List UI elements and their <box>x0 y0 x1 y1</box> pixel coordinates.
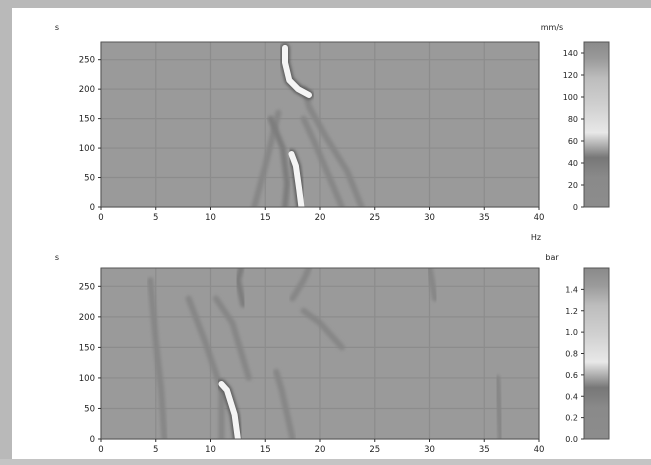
ridge-8 <box>289 268 312 302</box>
x-tick-label: 35 <box>479 445 490 455</box>
x-tick-label: 40 <box>534 213 545 223</box>
ridge-10 <box>426 268 438 302</box>
y-tick-label: 0 <box>90 435 95 445</box>
frame-border-top <box>0 0 651 8</box>
ridge-2 <box>185 295 225 439</box>
y-tick-label: 150 <box>79 115 95 125</box>
y-tick-label: 250 <box>79 56 95 66</box>
ridge-1 <box>147 277 168 439</box>
x-tick-label: 25 <box>369 445 380 455</box>
x-tick-label: 0 <box>98 445 103 455</box>
colorbar-tick-label: 0 <box>573 203 578 212</box>
colorbar-tick-label: 0.0 <box>565 435 578 444</box>
x-tick-label: 10 <box>205 445 216 455</box>
colorbar-tick-label: 100 <box>563 93 578 102</box>
x-tick-label: 20 <box>315 445 326 455</box>
y-unit-label: s <box>55 253 59 262</box>
y-tick-label: 100 <box>79 144 95 154</box>
colorbar-tick-label: 1.2 <box>565 307 578 316</box>
ridge-layer <box>147 268 504 439</box>
ridge-6 <box>300 115 345 207</box>
colorbar-tick-label: 60 <box>568 137 578 146</box>
ridge-9 <box>494 374 504 439</box>
ridge-2 <box>267 115 291 207</box>
x-tick-label: 5 <box>153 445 158 455</box>
ridge-4 <box>213 295 252 381</box>
colorbar-tick-label: 0.8 <box>565 350 578 359</box>
colorbar-tick-label: 40 <box>568 159 578 168</box>
y-tick-label: 250 <box>79 282 95 292</box>
ridge-1 <box>251 109 282 207</box>
x-tick-label: 35 <box>479 213 490 223</box>
y-tick-label: 50 <box>84 404 95 414</box>
ridge-layer <box>251 43 365 207</box>
y-unit-label: s <box>55 23 59 32</box>
colorbar-unit-label: bar <box>545 253 559 262</box>
x-tick-label: 10 <box>205 213 216 223</box>
colorbar-tick-label: 120 <box>563 71 578 80</box>
colorbar <box>583 267 610 440</box>
y-tick-label: 100 <box>79 374 95 384</box>
colorbar-unit-label: mm/s <box>541 23 563 32</box>
x-tick-label: 20 <box>315 213 326 223</box>
colorbar-tick-label: 80 <box>568 115 578 124</box>
colorbar-tick-label: 1.0 <box>565 328 578 337</box>
y-tick-label: 150 <box>79 343 95 353</box>
x-tick-label: 15 <box>260 213 271 223</box>
colorbar-tick-label: 0.2 <box>565 414 578 423</box>
x-tick-label: 30 <box>424 445 435 455</box>
ridge-6 <box>300 307 345 351</box>
colorbar-tick-label: 1.4 <box>565 285 578 294</box>
x-tick-label: 25 <box>369 213 380 223</box>
colorbar-tick-label: 20 <box>568 181 578 190</box>
x-tick-label: 0 <box>98 213 103 223</box>
y-tick-label: 200 <box>79 85 95 95</box>
colorbar-tick-label: 0.6 <box>565 371 578 380</box>
y-tick-label: 50 <box>84 174 95 184</box>
colorbar <box>583 41 610 208</box>
x-tick-label: 40 <box>534 445 545 455</box>
frame-border-left <box>0 0 12 465</box>
chart-2: 0 5 10 15 20 25 30 35 40 0 50 100 150 200 250 s bar 0.0 0.… <box>55 253 610 455</box>
ridge-3 <box>288 151 305 207</box>
y-tick-label: 200 <box>79 313 95 323</box>
colorbar-tick-label: 140 <box>563 49 578 58</box>
x-tick-label: 15 <box>260 445 271 455</box>
frame-border-bottom <box>0 459 651 465</box>
y-tick-label: 0 <box>90 203 95 213</box>
ridge-7 <box>234 268 247 308</box>
x-unit-label: Hz <box>531 233 541 242</box>
ridge-5 <box>282 44 312 98</box>
x-tick-label: 30 <box>424 213 435 223</box>
colorbar-tick-label: 0.4 <box>565 392 578 401</box>
ridge-4 <box>301 86 365 207</box>
ridge-3 <box>218 381 241 439</box>
ridge-5 <box>273 368 296 439</box>
x-tick-label: 5 <box>153 213 158 223</box>
chart-1: 0 5 10 15 20 25 30 35 40 0 50 100 150 200 250 s Hz mm/s 0 2… <box>55 23 610 242</box>
